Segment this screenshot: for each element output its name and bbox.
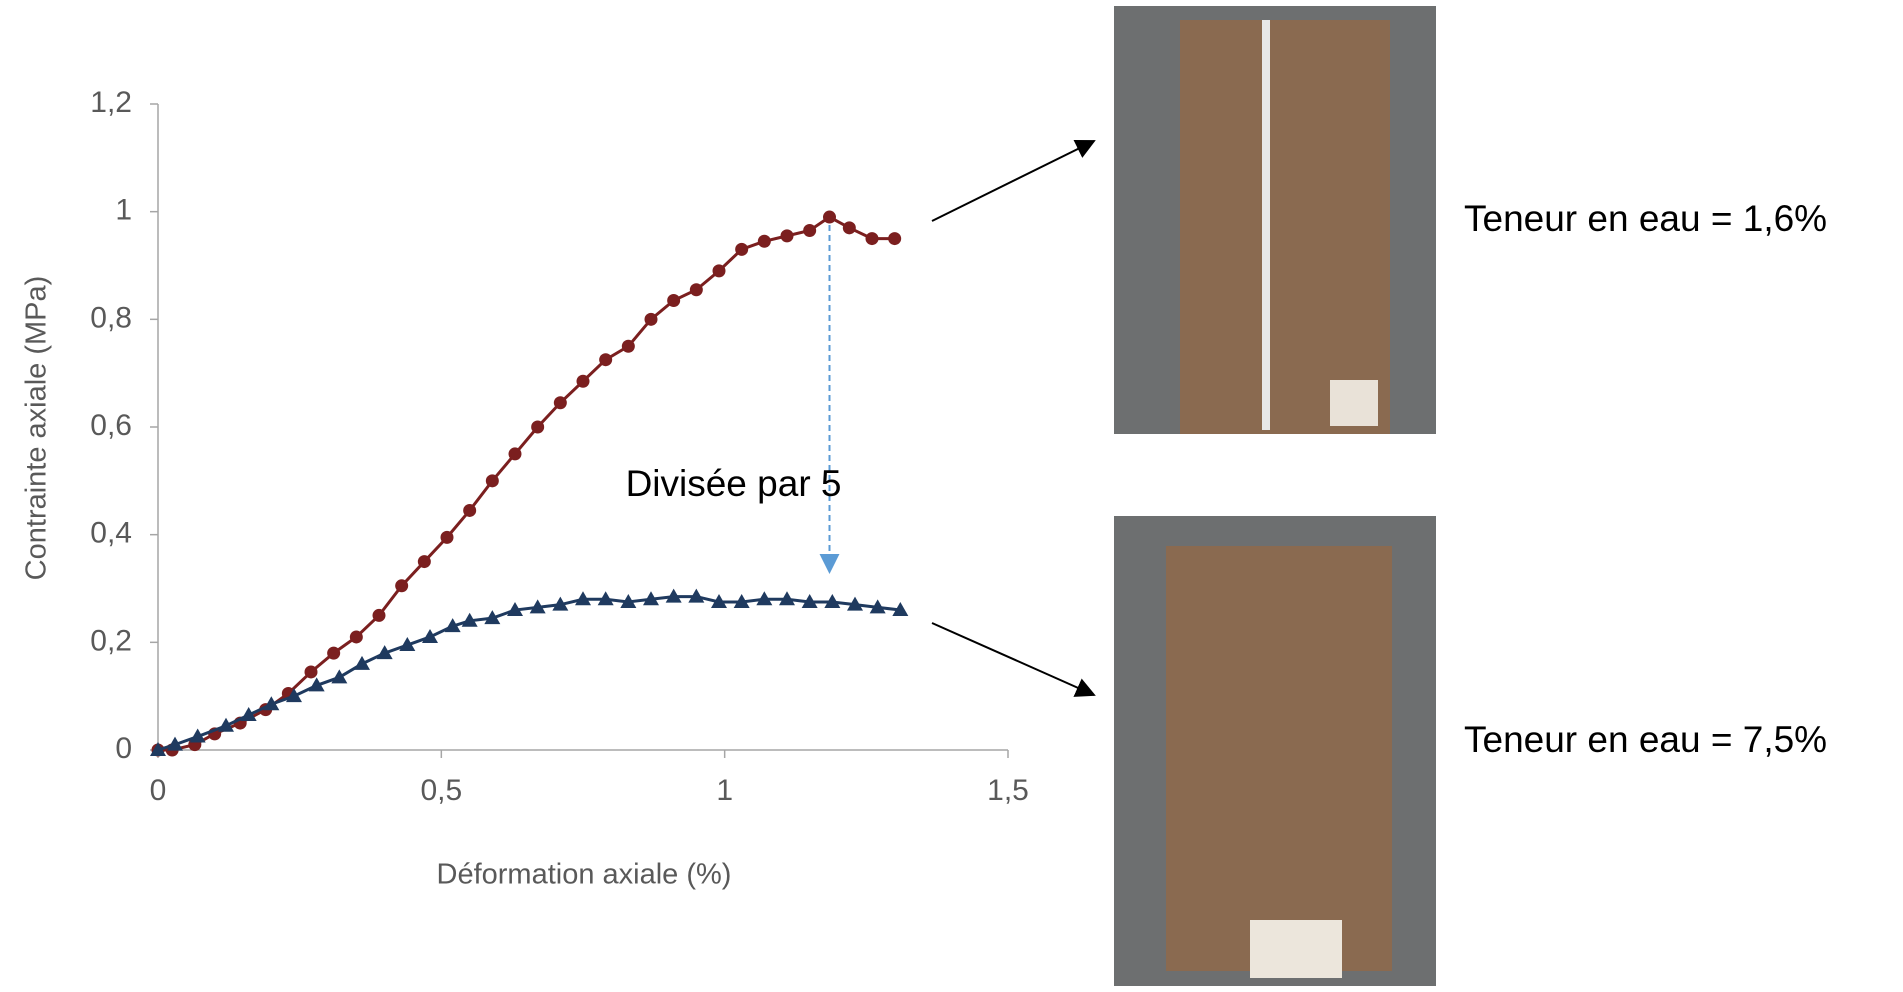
data-point [463, 503, 477, 517]
data-point [823, 210, 836, 224]
data-point [667, 293, 681, 307]
data-point [575, 591, 591, 606]
data-point [395, 579, 409, 593]
x-axis-title: Déformation axiale (%) [437, 859, 732, 891]
data-point [842, 221, 856, 235]
data-point [644, 312, 658, 326]
data-point [529, 599, 546, 614]
data-point [888, 232, 902, 246]
data-point [531, 420, 545, 434]
x-tick-label: 1,5 [987, 774, 1029, 807]
data-point [354, 655, 370, 670]
data-point [824, 593, 841, 608]
arrow [931, 140, 1096, 222]
data-point [461, 612, 478, 627]
data-point [240, 707, 257, 722]
data-point [865, 232, 879, 246]
data-point [150, 742, 166, 756]
data-point [263, 696, 280, 711]
data-point [576, 374, 590, 388]
data-point [508, 447, 522, 461]
data-point [304, 665, 318, 679]
data-point [643, 591, 659, 606]
data-point [308, 677, 325, 692]
data-point [331, 669, 348, 684]
data-point [689, 283, 703, 297]
data-point [189, 728, 206, 743]
y-tick-label: 0,4 [90, 517, 132, 550]
data-point [803, 224, 817, 238]
annotation: Teneur en eau = 7,5% [1464, 719, 1827, 760]
data-point [286, 688, 302, 703]
data-point [892, 602, 909, 617]
arrow [931, 622, 1096, 697]
data-point [417, 555, 431, 569]
data-point [779, 591, 795, 606]
x-tick-label: 0 [150, 774, 167, 807]
data-point [735, 242, 749, 256]
data-point [507, 602, 523, 617]
data-point [484, 610, 501, 625]
data-point [599, 353, 613, 367]
photo-bottom [1114, 516, 1436, 986]
annotation: Teneur en eau = 1,6% [1464, 198, 1827, 239]
x-tick-label: 1 [716, 774, 733, 807]
data-point [553, 396, 567, 410]
data-point [399, 637, 416, 652]
data-point [847, 596, 863, 611]
data-point [780, 229, 794, 243]
data-point [444, 618, 461, 633]
data-point [756, 591, 773, 606]
data-point [688, 588, 705, 603]
data-point [167, 736, 183, 751]
annotation: Divisée par 5 [626, 463, 842, 504]
data-point [712, 264, 726, 278]
y-tick-label: 0,6 [90, 409, 132, 442]
y-tick-label: 0,8 [90, 301, 132, 334]
data-point [869, 599, 886, 614]
data-point [621, 339, 635, 353]
data-point [349, 630, 363, 644]
data-point [218, 717, 234, 732]
x-tick-label: 0,5 [420, 774, 462, 807]
photo-top [1114, 6, 1436, 434]
data-point [620, 593, 637, 608]
data-point [665, 588, 682, 603]
y-tick-label: 0,2 [90, 624, 132, 657]
data-point [485, 474, 499, 488]
data-point [552, 596, 569, 611]
data-point [597, 591, 614, 606]
y-tick-label: 1,2 [90, 86, 132, 119]
series-line [157, 595, 901, 752]
data-point [711, 593, 727, 608]
y-tick-label: 0 [115, 732, 132, 765]
data-point [733, 593, 750, 608]
data-point [801, 593, 818, 608]
y-axis-title: Contrainte axiale (MPa) [21, 276, 53, 581]
data-point [757, 234, 771, 248]
data-point [372, 608, 386, 622]
data-point [440, 530, 454, 544]
data-point [422, 628, 438, 643]
data-point [376, 645, 393, 660]
data-point [327, 646, 341, 660]
y-tick-label: 1 [115, 194, 132, 227]
